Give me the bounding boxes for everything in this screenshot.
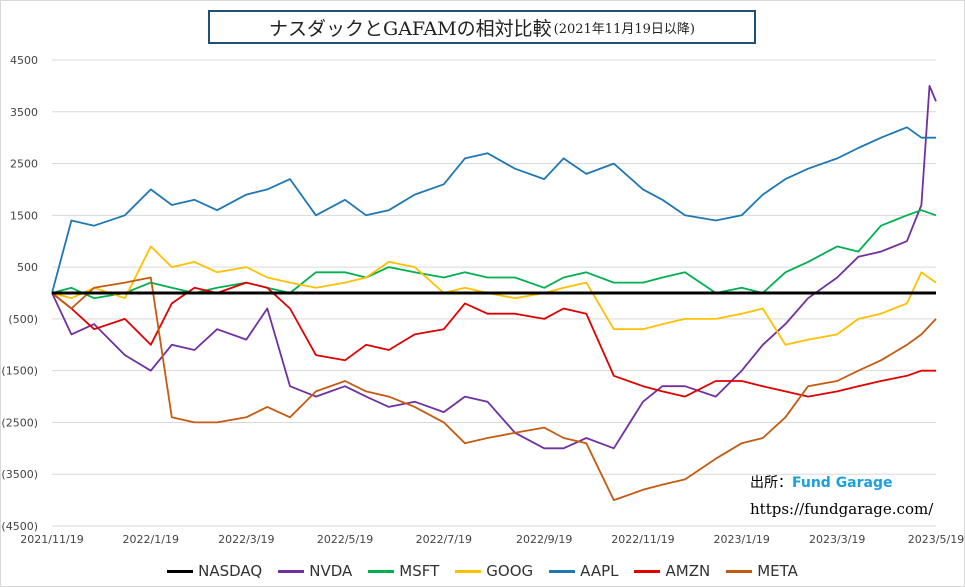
series-line-goog xyxy=(51,245,937,346)
x-tick-label: 2023/1/19 xyxy=(714,533,770,546)
legend-swatch xyxy=(278,569,305,573)
source-brand: Fund Garage xyxy=(792,475,893,491)
series-lines xyxy=(51,85,937,502)
y-tick-label: 1500 xyxy=(10,209,38,222)
series-line-aapl xyxy=(51,126,936,294)
x-tick-label: 2022/9/19 xyxy=(516,533,572,546)
series-line-meta xyxy=(51,276,937,502)
legend-swatch xyxy=(368,569,395,573)
series-line-msft xyxy=(51,209,937,300)
legend-item-nvda: NVDA xyxy=(278,562,352,580)
legend: NASDAQ NVDA MSFT GOOG AAPL AMZN META xyxy=(0,560,965,582)
legend-item-nasdaq: NASDAQ xyxy=(167,562,262,580)
y-tick-label: (4500) xyxy=(1,520,38,533)
source-url: https://fundgarage.com/ xyxy=(750,500,934,518)
legend-swatch xyxy=(634,569,661,573)
grid xyxy=(52,59,936,527)
chart-title-box: ナスダックとGAFAMの相対比較 (2021年11月19日以降) xyxy=(208,10,756,44)
y-tick-label: 500 xyxy=(17,261,38,274)
chart-subtitle: (2021年11月19日以降) xyxy=(553,21,695,37)
x-tick-label: 2023/3/19 xyxy=(809,533,865,546)
y-tick-label: 2500 xyxy=(10,158,38,171)
series-line-amzn xyxy=(51,281,936,398)
source-label: 出所： xyxy=(750,475,792,491)
legend-label: NVDA xyxy=(309,562,353,580)
legend-label: AMZN xyxy=(665,562,711,580)
y-tick-label: (3500) xyxy=(1,468,38,481)
legend-label: MSFT xyxy=(399,562,440,580)
legend-swatch xyxy=(167,569,194,573)
legend-item-aapl: AAPL xyxy=(549,562,618,580)
y-tick-label: (500) xyxy=(8,313,38,326)
legend-label: META xyxy=(757,562,798,580)
legend-swatch xyxy=(549,569,576,573)
x-tick-label: 2022/3/19 xyxy=(218,533,274,546)
x-tick-label: 2022/11/19 xyxy=(611,533,674,546)
legend-swatch xyxy=(455,569,482,573)
chart-title: ナスダックとGAFAMの相対比較 xyxy=(269,17,552,40)
x-tick-label: 2022/1/19 xyxy=(123,533,179,546)
x-tick-label: 2022/7/19 xyxy=(416,533,472,546)
legend-label: GOOG xyxy=(486,562,534,580)
y-tick-label: (1500) xyxy=(1,365,38,378)
legend-item-goog: GOOG xyxy=(455,562,533,580)
x-tick-label: 2022/5/19 xyxy=(317,533,373,546)
x-axis: 2021/11/19 2022/1/19 2022/3/19 2022/5/19 202… xyxy=(20,533,964,546)
legend-item-msft: MSFT xyxy=(368,562,439,580)
y-tick-label: (2500) xyxy=(1,416,38,429)
y-axis: 4500 3500 2500 1500 500 (500) (1500) (2500) (350… xyxy=(1,54,38,533)
x-tick-label: 2023/5/19 xyxy=(908,533,964,546)
x-tick-label: 2021/11/19 xyxy=(20,533,83,546)
legend-item-meta: META xyxy=(726,562,798,580)
legend-label: NASDAQ xyxy=(198,562,263,580)
y-tick-label: 4500 xyxy=(10,54,38,67)
legend-label: AAPL xyxy=(580,562,619,580)
legend-swatch xyxy=(726,569,753,573)
legend-item-amzn: AMZN xyxy=(634,562,710,580)
source-credit: 出所：Fund Garage xyxy=(750,472,893,492)
y-tick-label: 3500 xyxy=(10,106,38,119)
